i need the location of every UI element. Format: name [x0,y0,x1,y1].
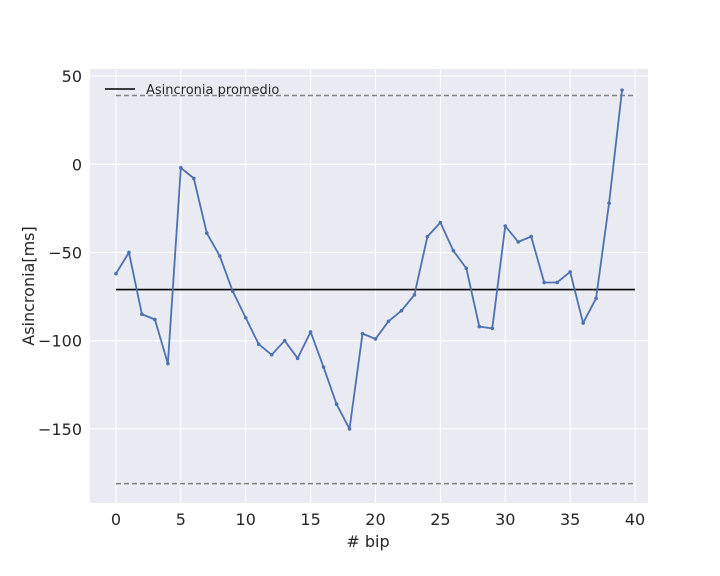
x-tick-label: 5 [176,510,186,529]
data-point [217,254,222,258]
data-point [425,234,430,239]
data-point [568,270,572,274]
data-point [503,224,508,228]
y-tick-labels: 50 0 −50 −100 −150 [38,67,82,439]
x-tick-label: 40 [625,510,645,529]
series-line [115,90,623,430]
data-point [295,356,300,361]
x-tick-label: 35 [560,510,580,529]
x-axis-label: # bip [346,532,389,551]
data-point [516,240,521,244]
data-point [607,201,611,205]
data-point [243,315,248,320]
data-point [256,342,261,347]
x-tick-label: 20 [365,510,385,529]
data-point [347,427,352,431]
data-point [114,271,118,276]
y-tick-label: −100 [38,332,82,351]
x-tick-label: 10 [236,510,256,529]
y-tick-label: −50 [48,243,82,262]
data-point [334,402,339,407]
data-point [490,326,495,331]
x-tick-label: 0 [111,510,121,529]
plot-background [90,69,648,503]
data-point [166,361,170,366]
y-tick-label: 0 [72,155,82,174]
series-group [114,88,624,431]
data-point [308,330,313,334]
y-axis-label: Asincronia[ms] [19,226,38,345]
bound-lines [115,94,636,485]
data-point [529,234,534,239]
data-point [269,353,274,357]
data-point [542,280,546,285]
x-tick-labels: 0 5 10 15 20 25 30 35 40 [111,510,645,529]
data-point [620,88,624,92]
legend: Asincronia promedio [105,83,279,98]
data-point [127,250,131,255]
x-tick-label: 30 [495,510,515,529]
data-point [451,248,456,253]
data-point [581,321,585,325]
data-point [477,324,482,329]
y-tick-label: −150 [38,420,82,439]
data-point [321,365,326,369]
x-tick-label: 15 [300,510,320,529]
x-tick-label: 25 [430,510,450,529]
data-point [438,220,443,225]
data-point [386,319,391,324]
data-point [594,296,598,301]
data-point [373,337,378,341]
data-point [412,293,417,297]
data-point [360,331,365,336]
data-point [399,308,404,313]
y-tick-label: 50 [62,67,82,86]
data-point [230,289,235,294]
data-point [204,231,209,235]
data-point [140,312,144,317]
legend-label-mean: Asincronia promedio [146,83,279,98]
data-point [192,176,196,181]
data-point [179,165,183,170]
grid-lines [90,69,648,503]
data-point [555,280,559,285]
data-point [282,338,287,343]
data-point [153,317,157,322]
data-point [464,266,469,271]
